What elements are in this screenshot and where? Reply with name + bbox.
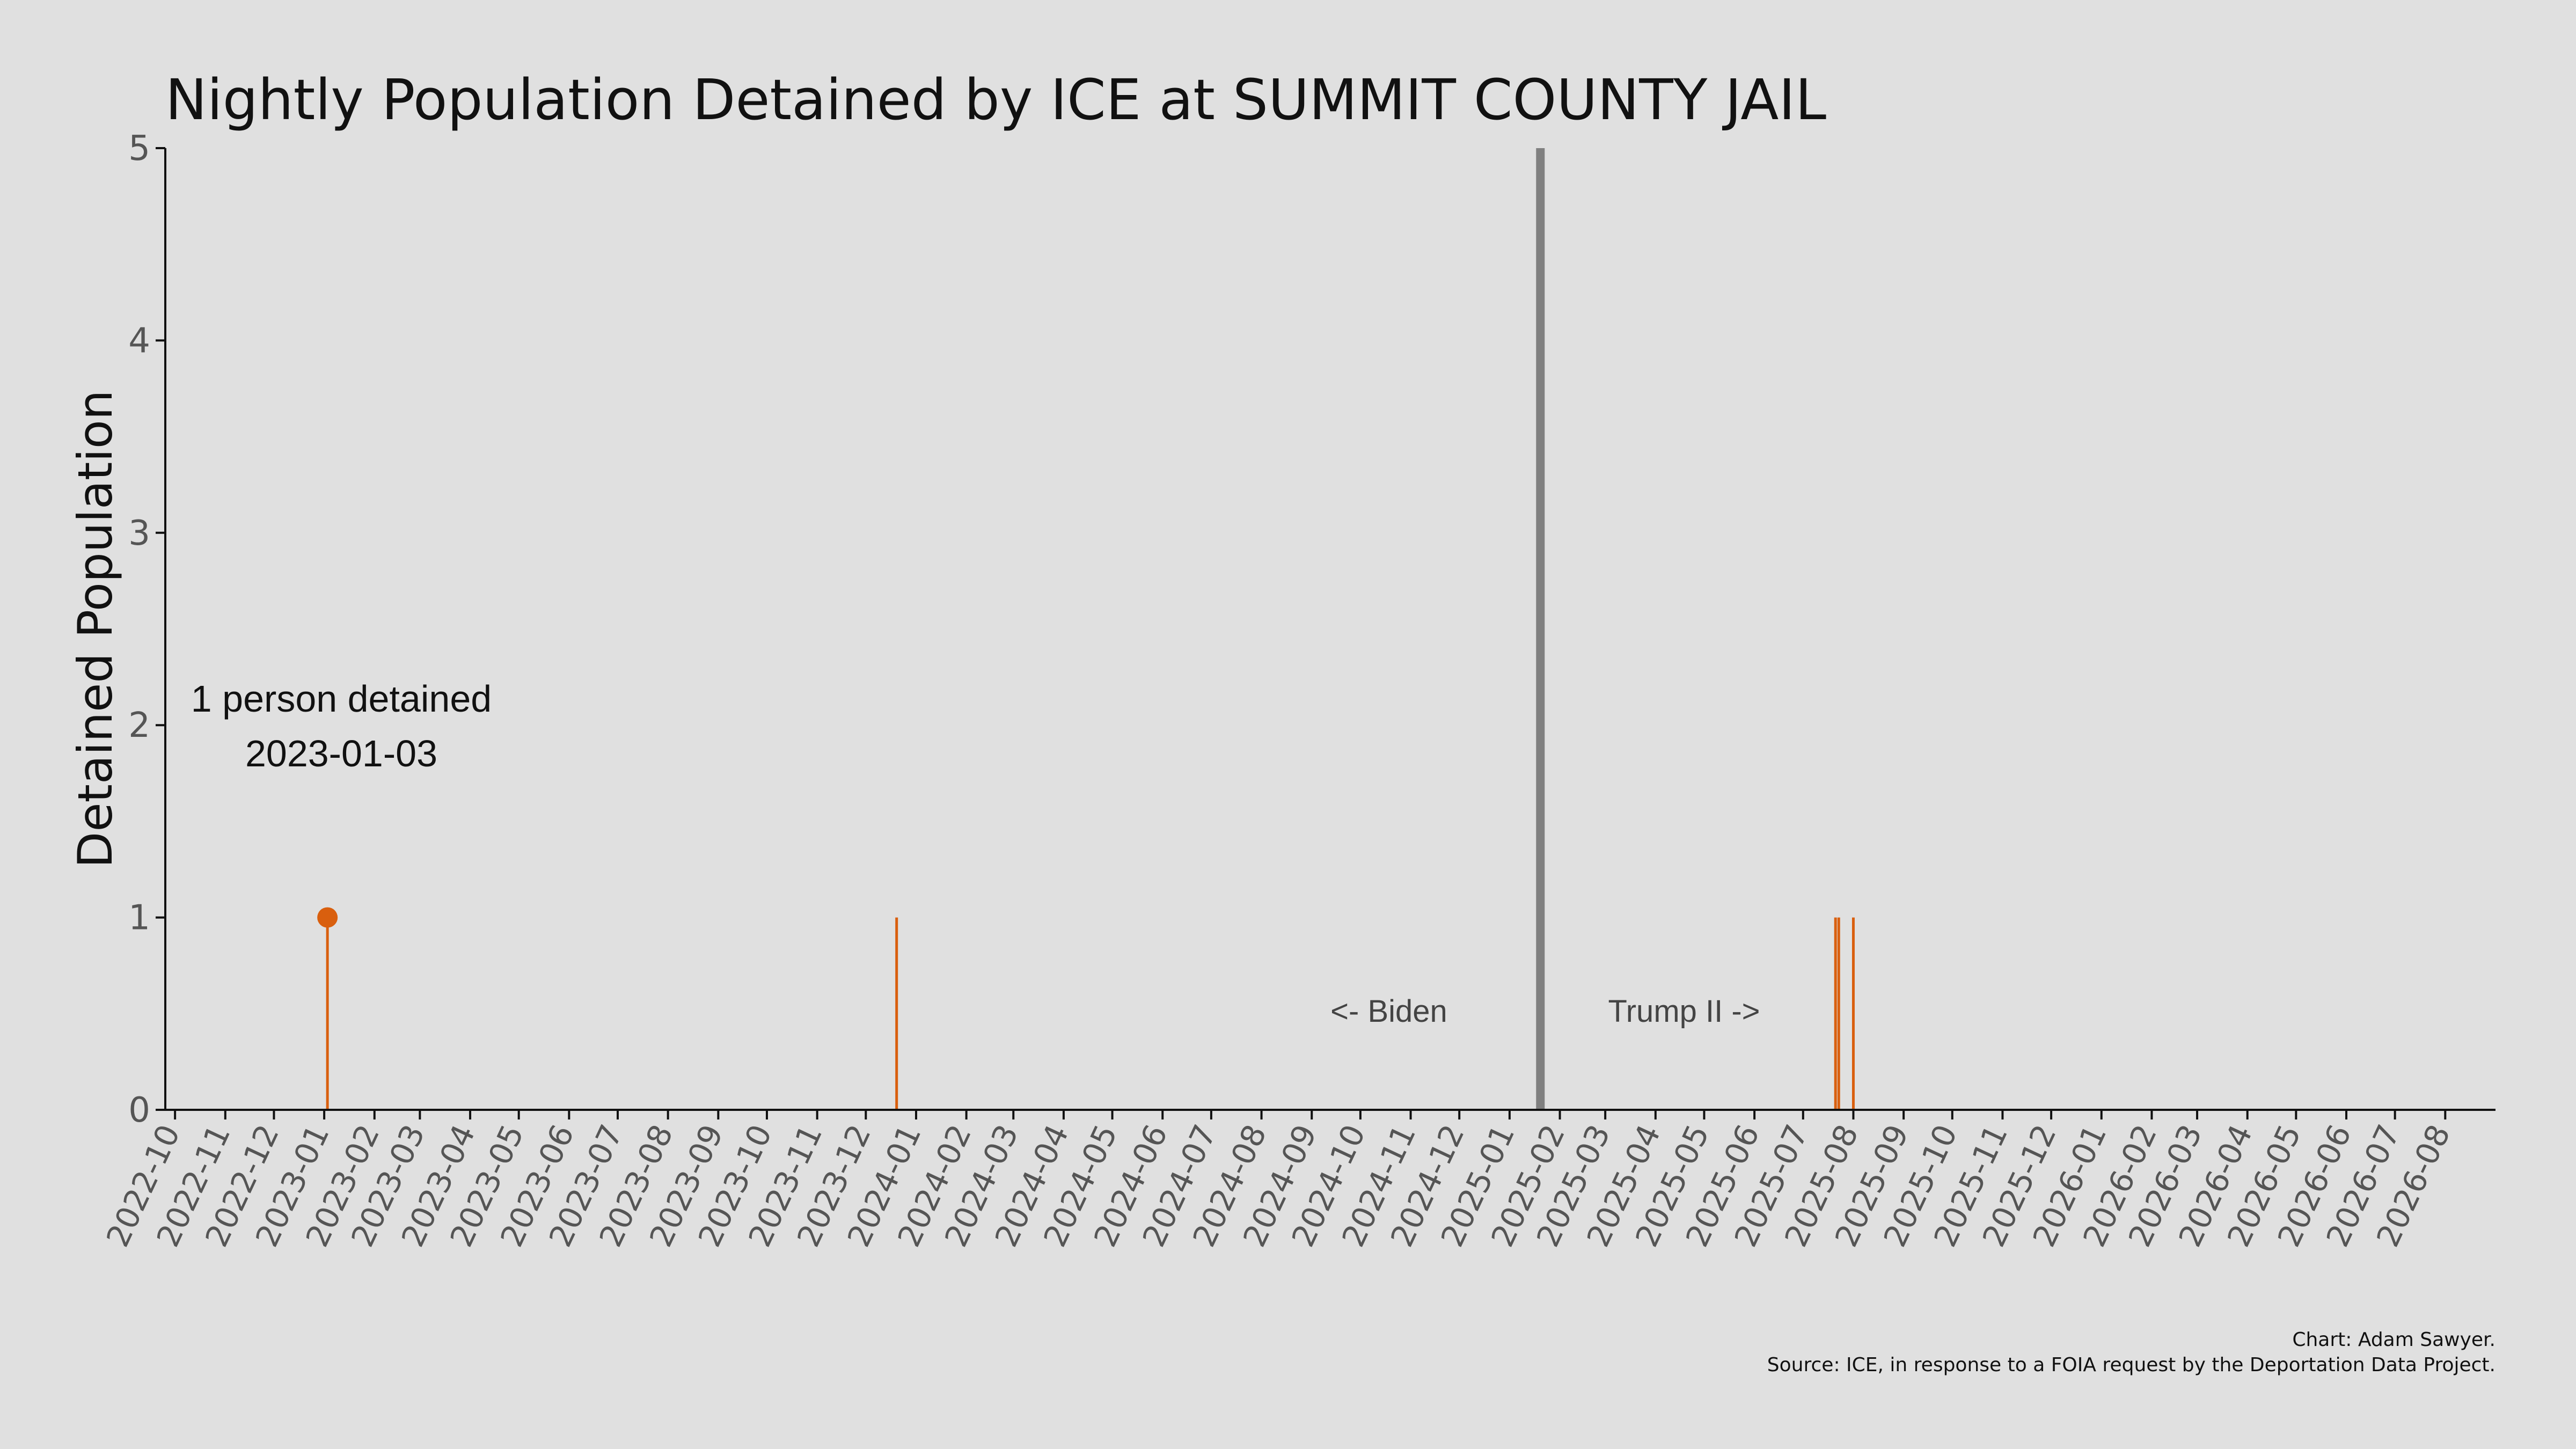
highlight-annotation-date: 2023-01-03 bbox=[245, 733, 437, 774]
chart-title: Nightly Population Detained by ICE at SU… bbox=[165, 67, 1826, 133]
y-tick-label: 1 bbox=[128, 898, 150, 938]
trump-era-label: Trump II -> bbox=[1608, 994, 1760, 1029]
credit-source: Source: ICE, in response to a FOIA reque… bbox=[1767, 1354, 2496, 1376]
y-ticks: 0 1 2 3 4 5 bbox=[128, 129, 165, 1130]
credit-author: Chart: Adam Sawyer. bbox=[2292, 1329, 2496, 1351]
highlight-annotation-count: 1 person detained bbox=[191, 678, 492, 720]
biden-era-label: <- Biden bbox=[1330, 994, 1447, 1029]
series-layer bbox=[317, 907, 1855, 1110]
highlight-point bbox=[317, 907, 338, 928]
y-axis-label: Detained Population bbox=[68, 390, 123, 868]
y-tick-label: 0 bbox=[128, 1091, 150, 1130]
x-ticks: 2022-102022-112022-122023-012023-022023-… bbox=[99, 1110, 2457, 1253]
y-tick-label: 3 bbox=[128, 514, 150, 553]
y-tick-label: 5 bbox=[128, 129, 150, 169]
y-tick-label: 2 bbox=[128, 706, 150, 745]
y-tick-label: 4 bbox=[128, 321, 150, 361]
